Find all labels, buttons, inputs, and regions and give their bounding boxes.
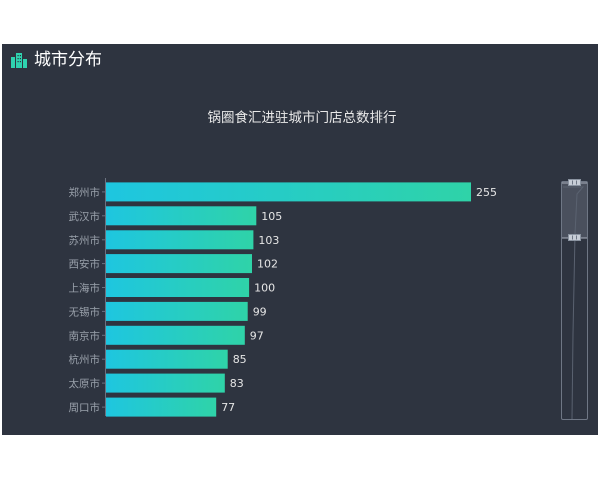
city-distribution-panel: 城市分布 锅圈食汇进驻城市门店总数排行 郑州市武汉市苏州市西安市上海市无锡市南京… [2, 44, 598, 435]
category-label: 南京市 [69, 329, 101, 342]
zoom-handle-top[interactable] [562, 179, 587, 186]
category-label: 郑州市 [69, 186, 101, 199]
zoom-handle-bottom[interactable] [562, 234, 587, 241]
value-label: 77 [221, 401, 235, 414]
category-label: 周口市 [69, 401, 101, 414]
value-label: 99 [253, 305, 267, 318]
city-store-ranking-chart: 锅圈食汇进驻城市门店总数排行 郑州市武汉市苏州市西安市上海市无锡市南京市杭州市太… [69, 109, 588, 420]
building-icon [11, 53, 27, 68]
bar[interactable] [106, 206, 257, 226]
panel-title: 城市分布 [34, 50, 102, 70]
bar[interactable] [106, 254, 252, 274]
category-label: 无锡市 [69, 305, 101, 318]
value-label: 255 [476, 186, 497, 199]
panel-header: 城市分布 [10, 50, 102, 70]
category-label: 上海市 [69, 282, 101, 295]
bar[interactable] [106, 301, 248, 321]
value-label: 85 [233, 353, 247, 366]
bar[interactable] [106, 373, 225, 393]
value-label: 105 [261, 210, 282, 223]
value-label: 103 [258, 234, 279, 247]
bar[interactable] [106, 325, 245, 345]
bar[interactable] [106, 397, 217, 417]
bars-group [106, 182, 471, 417]
chart-title: 锅圈食汇进驻城市门店总数排行 [208, 109, 397, 126]
category-label: 西安市 [69, 258, 101, 271]
data-zoom-slider[interactable] [561, 179, 588, 420]
value-label: 83 [230, 377, 244, 390]
zoom-window[interactable] [562, 182, 587, 238]
value-label: 97 [250, 329, 264, 342]
bar[interactable] [106, 182, 471, 202]
zoom-mini-preview [563, 186, 585, 420]
bar[interactable] [106, 349, 228, 369]
value-label: 100 [254, 282, 275, 295]
category-label: 杭州市 [69, 353, 101, 366]
bar[interactable] [106, 230, 254, 250]
bar[interactable] [106, 278, 250, 297]
value-label: 102 [257, 258, 278, 271]
category-label: 苏州市 [69, 234, 101, 247]
category-label: 武汉市 [69, 210, 101, 223]
category-label: 太原市 [69, 377, 101, 390]
